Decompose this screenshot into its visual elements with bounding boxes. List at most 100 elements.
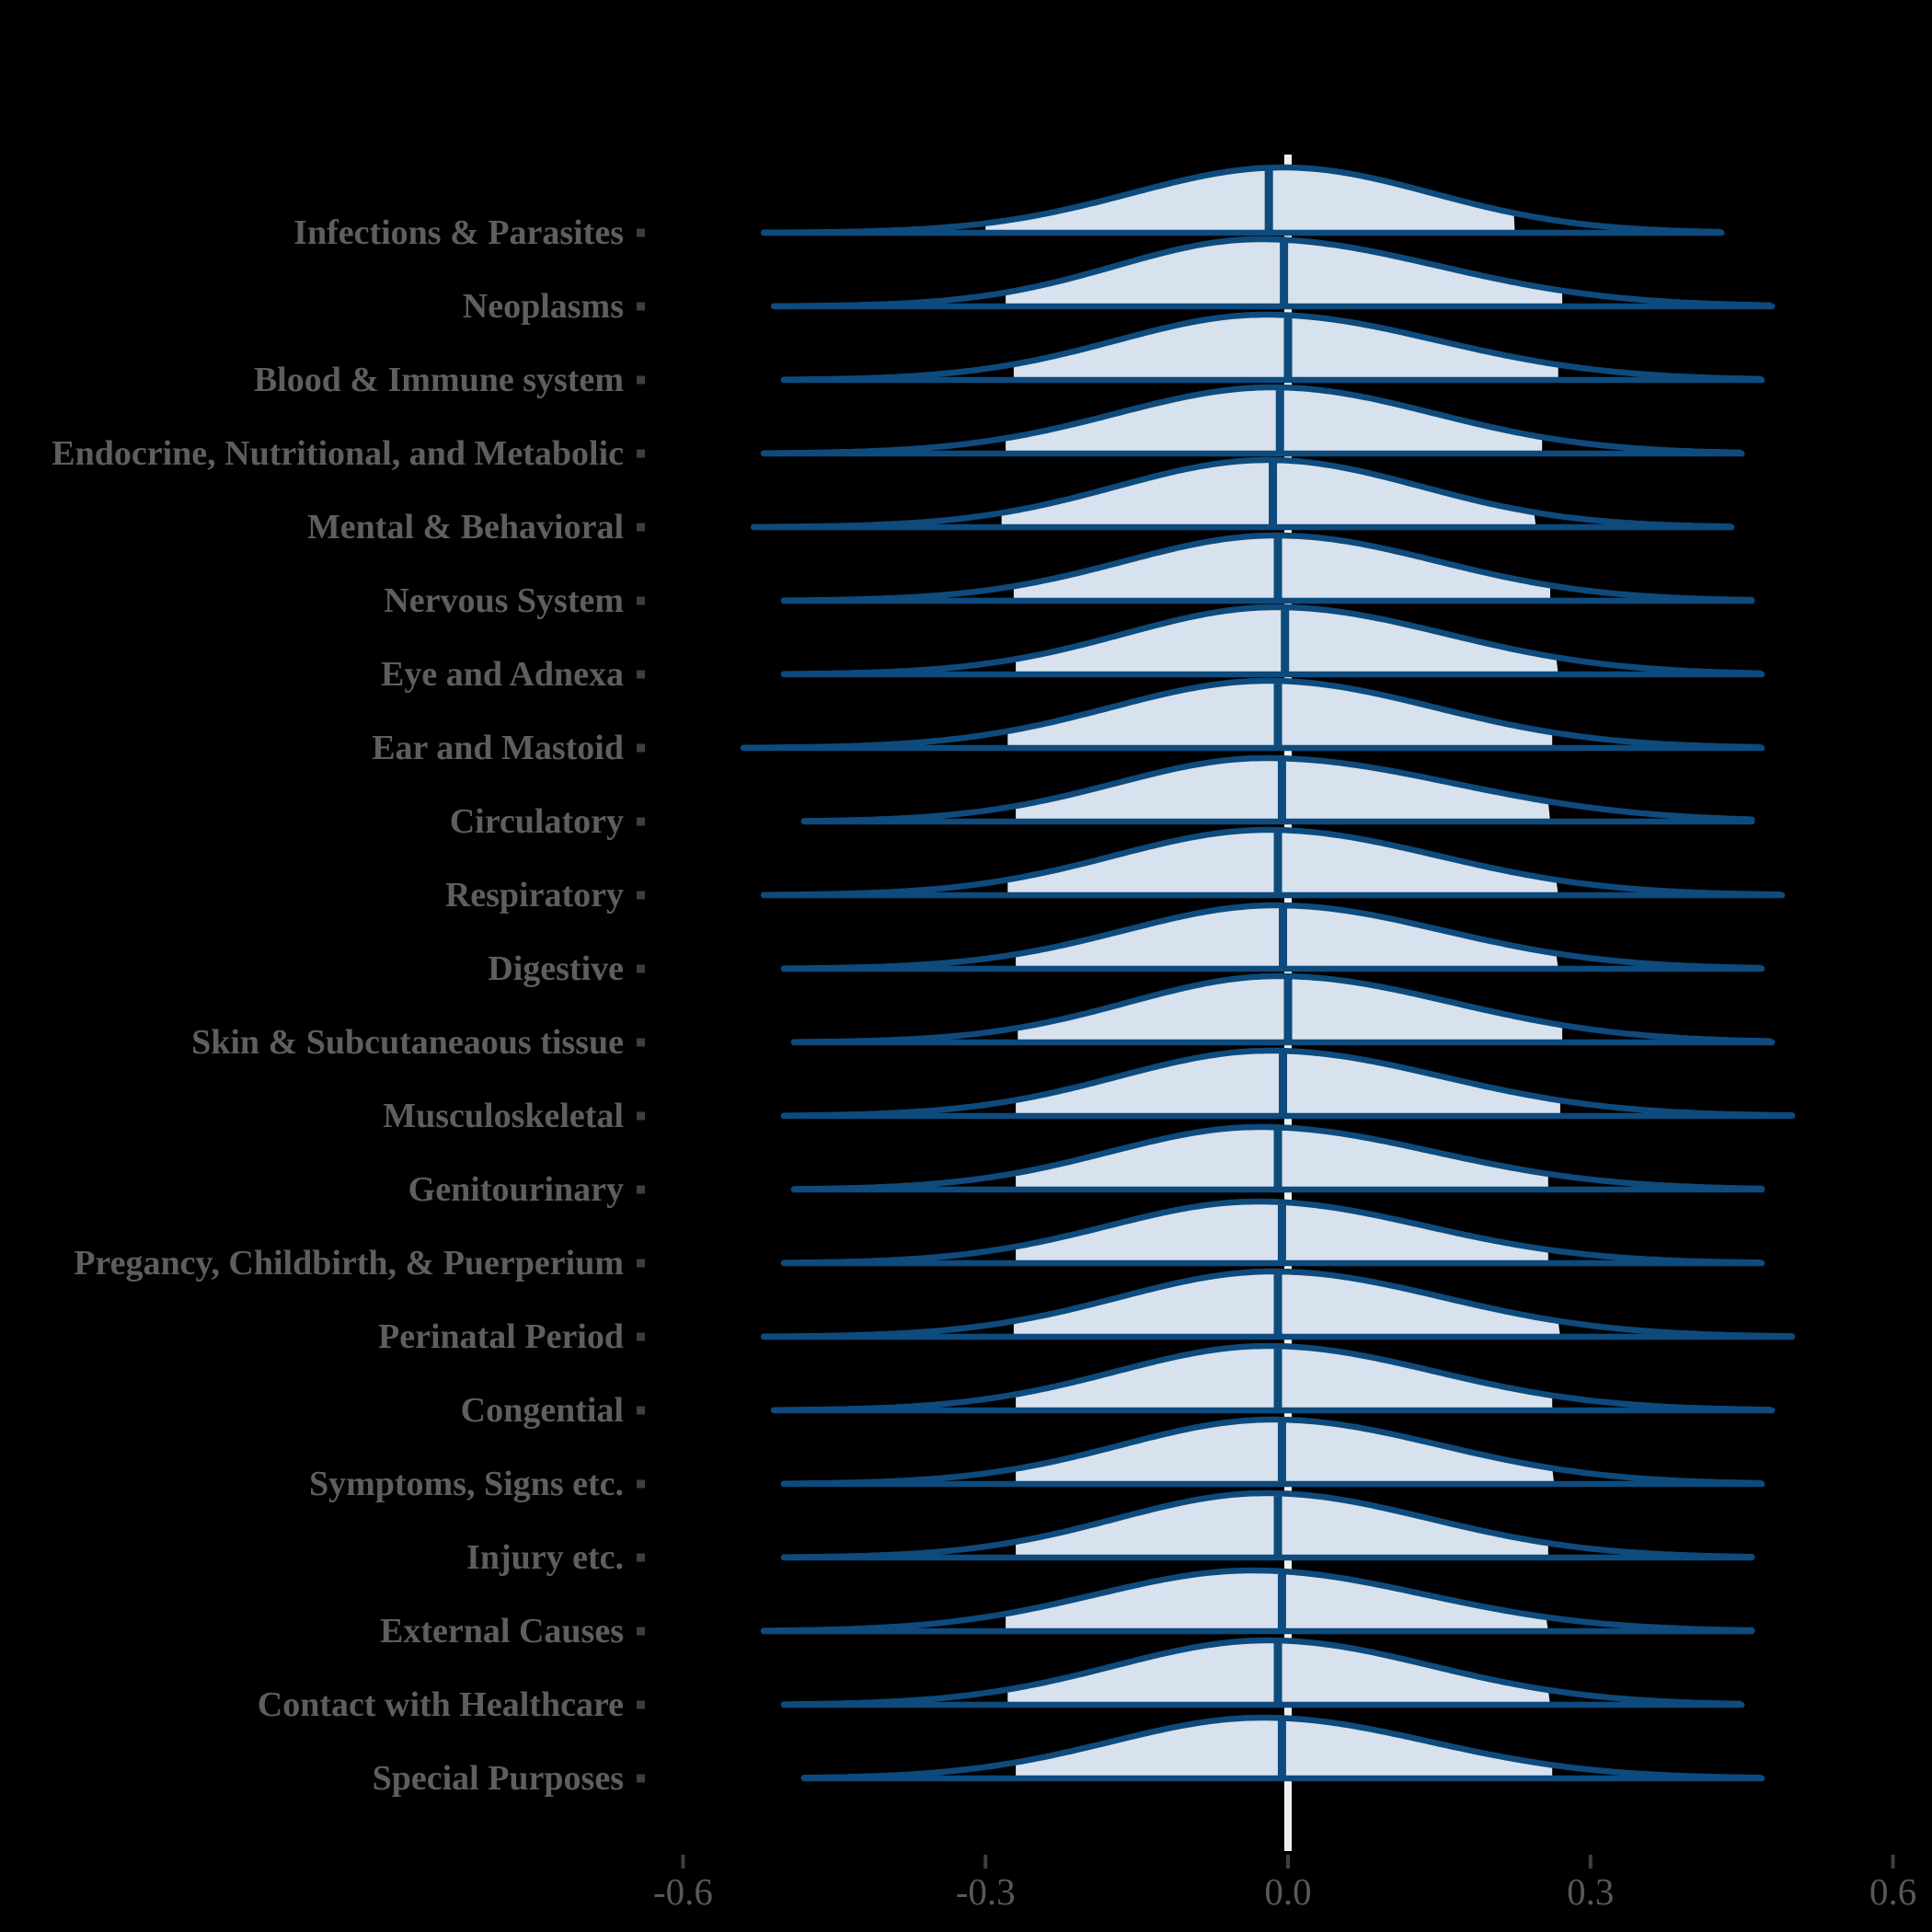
category-tick bbox=[637, 1479, 645, 1489]
category-label: Ear and Mastoid bbox=[372, 729, 624, 767]
category-label: Eye and Adnexa bbox=[381, 655, 624, 694]
category-tick bbox=[637, 817, 645, 826]
ridge-row bbox=[760, 1268, 1796, 1340]
category-label: Injury etc. bbox=[466, 1538, 624, 1577]
category-tick bbox=[637, 1553, 645, 1562]
ridge-row bbox=[780, 311, 1765, 384]
density-outline bbox=[760, 1567, 1755, 1635]
category-tick bbox=[637, 375, 645, 385]
category-tick bbox=[637, 1185, 645, 1194]
ridge-row bbox=[780, 902, 1765, 972]
category-label: Mental & Behavioral bbox=[307, 508, 624, 546]
density-outline bbox=[780, 311, 1765, 384]
category-tick bbox=[637, 449, 645, 458]
density-fill bbox=[985, 167, 1515, 233]
density-fill bbox=[1016, 1346, 1553, 1410]
x-axis: -0.6 -0.3 0.0 0.3 0.6 bbox=[653, 1855, 1916, 1913]
ridge-row bbox=[780, 1416, 1765, 1488]
category-label: Circulatory bbox=[450, 802, 624, 841]
axis-tick-label: -0.3 bbox=[956, 1870, 1016, 1913]
category-tick bbox=[637, 1627, 645, 1636]
density-fill bbox=[1006, 387, 1543, 454]
category-tick bbox=[637, 523, 645, 532]
density-outline bbox=[780, 1047, 1796, 1120]
category-label: Digestive bbox=[488, 949, 624, 988]
category-tick bbox=[637, 1406, 645, 1415]
density-outline bbox=[780, 1198, 1765, 1267]
ridge-row bbox=[770, 236, 1776, 310]
ridge-row bbox=[780, 532, 1755, 604]
density-fill bbox=[1007, 830, 1558, 895]
ridge-row bbox=[800, 1714, 1765, 1782]
ridge-row bbox=[780, 1198, 1765, 1267]
category-tick bbox=[637, 670, 645, 679]
ridge-row bbox=[780, 604, 1765, 678]
category-label: Symptoms, Signs etc. bbox=[309, 1465, 624, 1503]
axis-tick-label: 0.0 bbox=[1264, 1870, 1311, 1913]
category-tick bbox=[637, 891, 645, 900]
density-fill bbox=[1016, 1051, 1560, 1116]
density-outline bbox=[780, 604, 1765, 678]
category-tick bbox=[637, 1111, 645, 1121]
density-outline bbox=[760, 826, 1786, 899]
ridges-group bbox=[740, 164, 1796, 1782]
ridge-row bbox=[800, 754, 1755, 825]
density-outline bbox=[760, 164, 1725, 236]
density-outline bbox=[780, 1637, 1745, 1708]
density-outline bbox=[750, 456, 1735, 531]
density-outline bbox=[790, 972, 1776, 1046]
density-outline bbox=[800, 1714, 1765, 1782]
category-label: Congential bbox=[461, 1391, 624, 1430]
ridge-row bbox=[760, 826, 1786, 899]
category-label: Genitourinary bbox=[408, 1170, 624, 1209]
ridge-row bbox=[780, 1489, 1755, 1561]
density-outline bbox=[740, 677, 1765, 752]
density-outline bbox=[780, 902, 1765, 972]
density-outline bbox=[760, 1268, 1796, 1340]
category-label: Neoplasms bbox=[463, 287, 624, 326]
ridge-row bbox=[780, 1637, 1745, 1708]
category-tick bbox=[637, 228, 645, 237]
density-outline bbox=[770, 236, 1776, 310]
density-outline bbox=[780, 1416, 1765, 1488]
category-tick bbox=[637, 302, 645, 311]
density-outline bbox=[780, 532, 1755, 604]
density-outline bbox=[800, 754, 1755, 825]
category-label: Contact with Healthcare bbox=[258, 1685, 624, 1724]
ridge-row bbox=[770, 1342, 1776, 1414]
category-tick bbox=[637, 596, 645, 605]
axis-tick-label: -0.6 bbox=[653, 1870, 713, 1913]
category-label: Blood & Immune system bbox=[254, 361, 624, 399]
ridge-row bbox=[750, 456, 1735, 531]
category-label: External Causes bbox=[380, 1612, 624, 1650]
density-outline bbox=[790, 1123, 1765, 1193]
ridge-row bbox=[790, 1123, 1765, 1193]
axis-tick-label: 0.3 bbox=[1567, 1870, 1614, 1913]
category-tick bbox=[637, 743, 645, 753]
category-label: Musculoskeletal bbox=[383, 1097, 624, 1135]
ridge-row bbox=[760, 164, 1725, 236]
ridge-row bbox=[760, 1567, 1755, 1635]
density-outline bbox=[770, 1342, 1776, 1414]
density-fill bbox=[1013, 1271, 1560, 1337]
ridge-row bbox=[760, 384, 1745, 457]
category-label: Endocrine, Nutritional, and Metabolic bbox=[52, 434, 624, 473]
ridge-row bbox=[740, 677, 1765, 752]
category-tick bbox=[637, 1774, 645, 1783]
category-label: Perinatal Period bbox=[378, 1317, 624, 1356]
category-label: Nervous System bbox=[384, 581, 624, 620]
category-tick bbox=[637, 1700, 645, 1709]
category-tick bbox=[637, 964, 645, 973]
category-tick bbox=[637, 1259, 645, 1268]
category-label: Pregancy, Childbirth, & Puerperium bbox=[74, 1244, 624, 1282]
category-label: Respiratory bbox=[445, 876, 624, 914]
category-label: Skin & Subcutaneaous tissue bbox=[191, 1023, 624, 1062]
ridge-row bbox=[780, 1047, 1796, 1120]
density-outline bbox=[760, 384, 1745, 457]
axis-tick-label: 0.6 bbox=[1869, 1870, 1916, 1913]
category-axis: Infections & Parasites Neoplasms Blood & I… bbox=[52, 213, 645, 1798]
category-label: Infections & Parasites bbox=[293, 213, 624, 252]
category-label: Special Purposes bbox=[373, 1759, 624, 1798]
